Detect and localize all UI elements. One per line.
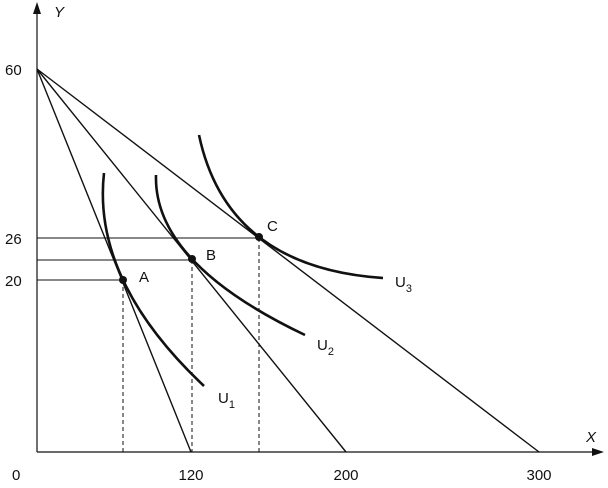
indifference-curve (154, 174, 306, 337)
y-label: Y (54, 4, 65, 21)
curve-label: U3 (395, 274, 412, 295)
point (119, 276, 127, 284)
curve-subscript: 1 (229, 399, 235, 411)
budget-line (36, 68, 540, 453)
x-label: X (585, 429, 597, 446)
x-tick-label: 300 (526, 467, 551, 484)
curve-name: U (395, 274, 406, 291)
point-label: B (206, 247, 216, 264)
curve-label: U2 (317, 337, 334, 358)
origin-label: 0 (12, 467, 20, 484)
y-arrow (33, 2, 41, 14)
point-label: C (267, 218, 278, 235)
point (188, 255, 196, 263)
x-tick-label: 120 (178, 467, 203, 484)
x-arrow (592, 448, 604, 456)
y-tick-label: 26 (5, 231, 22, 248)
curve-name: U (317, 337, 328, 354)
curve-label: U1 (218, 390, 235, 411)
x-tick-label: 200 (333, 467, 358, 484)
curve-name: U (218, 390, 229, 407)
point-label: A (139, 269, 149, 286)
indifference-curve (197, 134, 384, 280)
y-tick-label: 20 (5, 273, 22, 290)
y-tick-label: 60 (5, 62, 22, 79)
point (255, 233, 263, 241)
curve-subscript: 3 (406, 283, 412, 295)
curve-subscript: 2 (328, 346, 334, 358)
